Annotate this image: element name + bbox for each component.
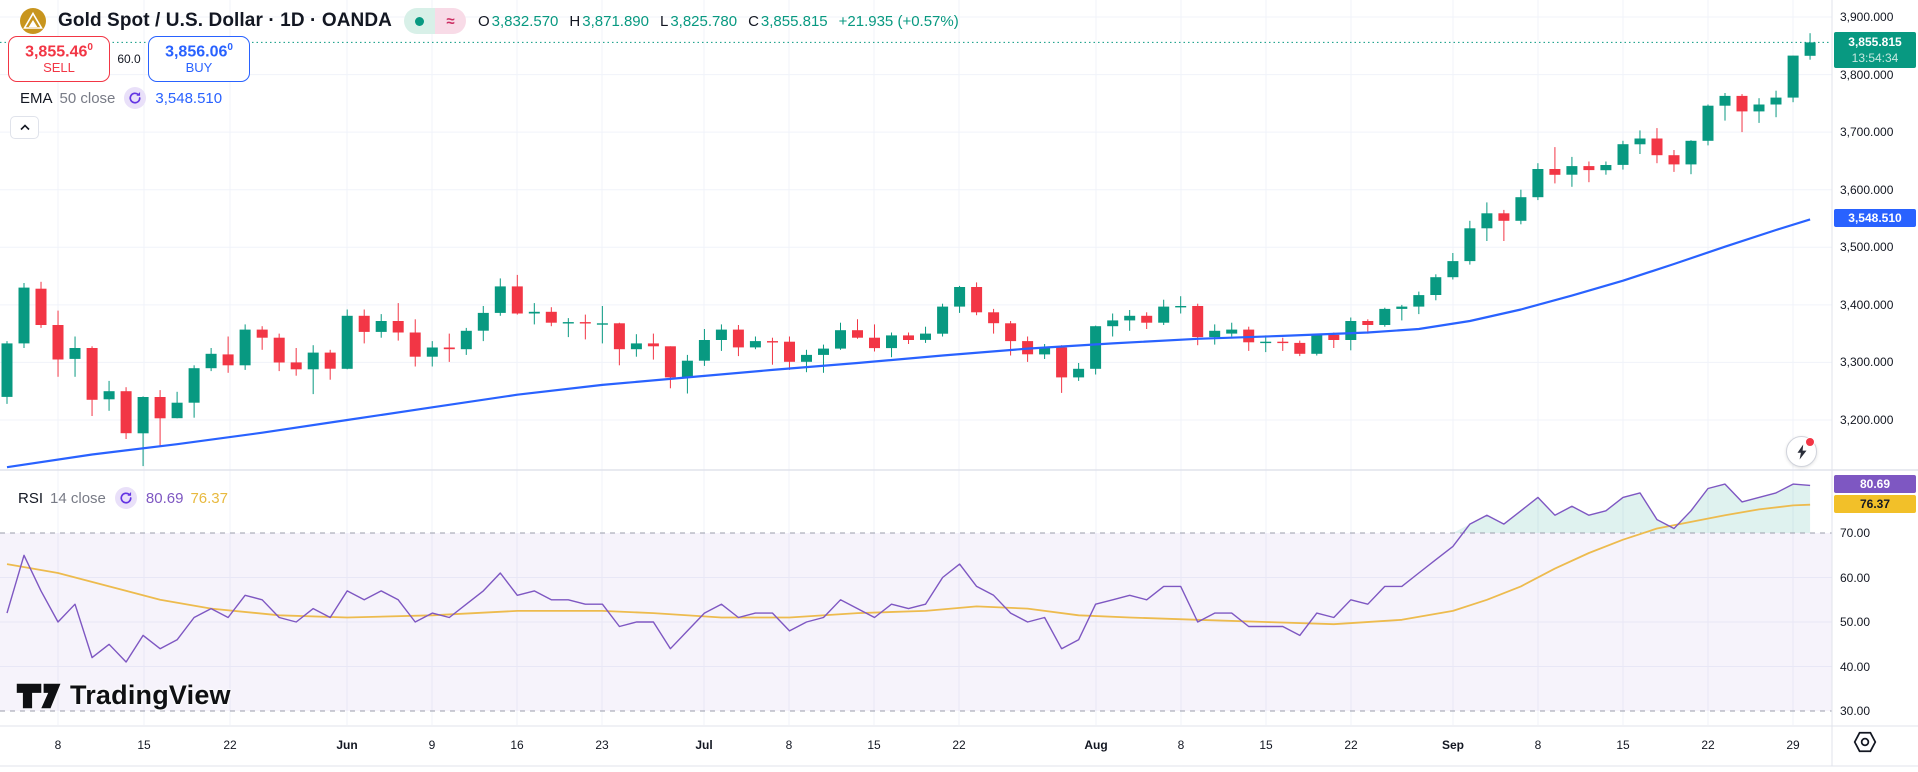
notification-dot — [1805, 437, 1815, 447]
delayed-data-icon: ≈ — [435, 8, 466, 34]
bar-countdown: 13:54:34 — [1851, 51, 1899, 66]
time-tick-label: 8 — [1534, 738, 1542, 752]
rsi-sync-icon[interactable] — [114, 487, 137, 509]
sell-price-pip: 0 — [87, 41, 93, 53]
hexagon-settings-icon — [1853, 731, 1877, 753]
rsi-tick-label: 60.00 — [1840, 570, 1871, 585]
time-axis[interactable]: 8 15 22 Jun 9 16 23 Jul 8 15 22 Aug 8 15 22 Sep 8 15 22 29 — [0, 726, 1918, 766]
time-tick-label: Jul — [695, 738, 713, 752]
time-tick-label: 22 — [1701, 738, 1715, 752]
price-tick-label: 3,600.000 — [1840, 182, 1894, 197]
price-tick-label: 3,400.000 — [1840, 297, 1894, 312]
rsi-params: 14 close — [50, 489, 106, 507]
price-tick-label: 3,500.000 — [1840, 240, 1894, 255]
time-tick-label: 22 — [223, 738, 237, 752]
ohlc-readout: O 3,832.570 H 3,871.890 L 3,825.780 C 3,855.… — [478, 13, 959, 30]
low-label: L — [659, 12, 669, 30]
time-tick-label: 15 — [867, 738, 881, 752]
chart-header: Gold Spot / U.S. Dollar · 1D · OANDA ≈ O… — [20, 8, 959, 34]
sell-label: SELL — [43, 60, 75, 76]
price-axis[interactable]: 3,900.000 3,800.000 3,700.000 3,600.000 3,50… — [1832, 0, 1918, 726]
price-tick-label: 3,900.000 — [1840, 10, 1894, 24]
buy-button[interactable]: 3,856.060 BUY — [148, 36, 250, 82]
tradingview-logo-icon — [16, 681, 62, 711]
close-label: C — [748, 12, 759, 30]
close-value: 3,855.815 — [760, 12, 828, 30]
time-tick-label: 8 — [785, 738, 793, 752]
market-status-pills[interactable]: ≈ — [404, 8, 466, 34]
change-value: +21.935 (+0.57%) — [838, 12, 959, 30]
ema-value: 3,548.510 — [155, 89, 223, 107]
last-price-badge: 3,855.815 13:54:34 — [1834, 32, 1916, 69]
rsi-tick-label: 70.00 — [1840, 526, 1871, 540]
time-tick-label: 15 — [1259, 738, 1273, 752]
sell-button[interactable]: 3,855.460 SELL — [8, 36, 110, 82]
rsi-value-badge: 80.69 — [1834, 475, 1916, 494]
quick-actions-button[interactable] — [1786, 436, 1817, 467]
trade-panel: 3,855.460 SELL 60.0 3,856.060 BUY — [8, 36, 250, 82]
gold-symbol-icon — [20, 8, 46, 34]
last-price-value: 3,855.815 — [1848, 35, 1902, 50]
chevron-up-icon — [19, 124, 30, 131]
ema-params: 50 close — [59, 89, 116, 107]
rsi-title: RSI — [18, 489, 44, 507]
time-tick-label: 15 — [137, 738, 151, 752]
price-tick-label: 3,200.000 — [1840, 413, 1894, 427]
time-tick-label: 22 — [952, 738, 966, 752]
price-tick-label: 3,800.000 — [1840, 67, 1894, 82]
time-tick-label: 23 — [595, 738, 609, 752]
axis-settings-button[interactable] — [1852, 730, 1878, 754]
buy-price-pip: 0 — [227, 41, 233, 53]
sell-price: 3,855.46 — [25, 43, 88, 60]
symbol-title[interactable]: Gold Spot / U.S. Dollar · 1D · OANDA — [58, 10, 392, 31]
time-tick-label: 8 — [1177, 738, 1185, 752]
time-tick-label: Aug — [1084, 738, 1108, 752]
price-tick-label: 3,300.000 — [1840, 355, 1894, 370]
time-tick-label: 16 — [510, 738, 524, 752]
rsi-value: 80.69 — [145, 489, 184, 507]
ema-indicator-row[interactable]: EMA 50 close 3,548.510 — [20, 87, 222, 109]
collapse-toolbar-button[interactable] — [10, 116, 39, 139]
tradingview-watermark: TradingView — [16, 680, 231, 711]
open-value: 3,832.570 — [491, 12, 559, 30]
lightning-icon — [1797, 444, 1806, 459]
time-tick-label: 29 — [1786, 738, 1800, 752]
high-label: H — [569, 12, 581, 30]
rsi-tick-label: 30.00 — [1840, 704, 1871, 718]
ema-title: EMA — [20, 89, 53, 107]
spread-value: 60.0 — [117, 52, 141, 66]
rsi-indicator-row[interactable]: RSI 14 close 80.69 76.37 — [18, 487, 228, 509]
price-tick-label: 3,700.000 — [1840, 125, 1894, 140]
rsi-ma-value-badge: 76.37 — [1834, 494, 1916, 513]
low-value: 3,825.780 — [670, 12, 738, 30]
time-tick-label: Sep — [1441, 738, 1465, 752]
open-label: O — [478, 12, 490, 30]
rsi-ma-value: 76.37 — [190, 489, 228, 507]
time-tick-label: Jun — [336, 738, 358, 752]
time-tick-label: 22 — [1344, 738, 1358, 752]
ema-sync-icon[interactable] — [124, 87, 147, 109]
rsi-tick-label: 50.00 — [1840, 615, 1871, 629]
watermark-text: TradingView — [70, 680, 231, 710]
ema-price-badge: 3,548.510 — [1834, 209, 1916, 228]
time-tick-label: 9 — [428, 738, 436, 752]
rsi-tick-label: 40.00 — [1840, 659, 1871, 674]
time-tick-label: 15 — [1616, 738, 1630, 752]
time-tick-label: 8 — [54, 738, 62, 752]
buy-label: BUY — [185, 60, 213, 76]
high-value: 3,871.890 — [582, 12, 649, 30]
buy-price: 3,856.06 — [165, 43, 228, 60]
market-open-icon — [404, 8, 435, 34]
